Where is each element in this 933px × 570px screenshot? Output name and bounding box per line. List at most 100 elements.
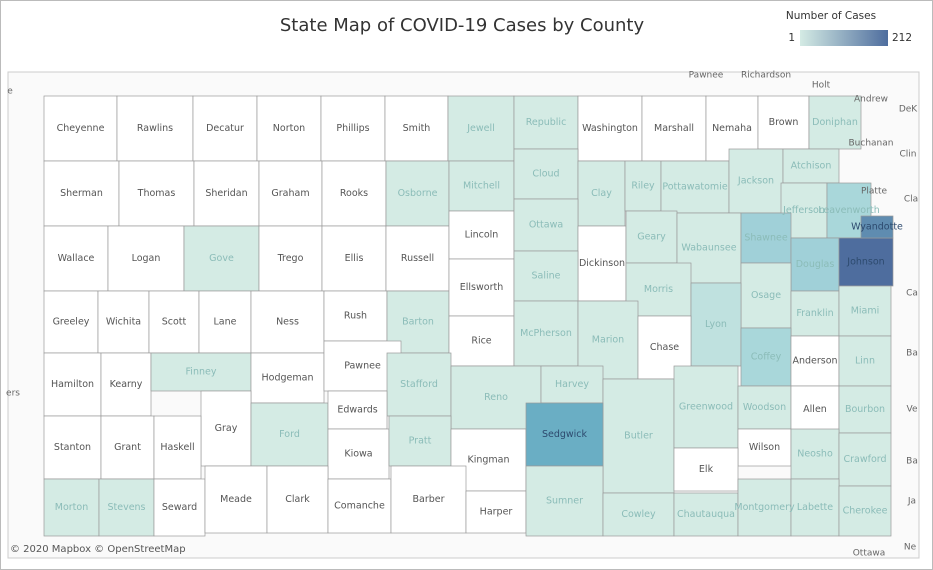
county-label: Russell: [401, 253, 434, 264]
county-label: Cheyenne: [57, 123, 105, 134]
county: [577, 95, 643, 162]
map-title: State Map of COVID-19 Cases by County: [280, 15, 645, 36]
county-label: Riley: [631, 181, 655, 192]
county: [673, 447, 739, 492]
county: [107, 225, 185, 292]
neighbor-label: Ba: [906, 457, 918, 467]
county-label: Jackson: [737, 176, 774, 187]
county-label: Scott: [162, 317, 187, 328]
county-label: Chautauqua: [677, 509, 735, 520]
county: [513, 198, 579, 252]
county: [540, 365, 604, 404]
county-label: Wabaunsee: [681, 243, 736, 254]
county-label: Rush: [344, 311, 367, 322]
county: [513, 300, 579, 367]
county-label: Leavenworth: [818, 205, 880, 216]
county: [673, 365, 739, 449]
neighbor-label: Ne: [904, 543, 917, 553]
county: [838, 285, 892, 337]
legend-gradient: [800, 30, 888, 46]
county-label: Ford: [279, 429, 300, 440]
county-label: Republic: [526, 117, 567, 128]
legend-title: Number of Cases: [786, 10, 876, 22]
county-label: Allen: [803, 404, 827, 415]
county-label: Anderson: [792, 356, 837, 367]
county-label: Douglas: [796, 259, 835, 270]
neighbor-label: Ja: [907, 497, 916, 507]
county-label: Hamilton: [51, 379, 94, 390]
county: [625, 210, 678, 264]
county: [192, 95, 258, 162]
county: [385, 225, 450, 292]
county: [198, 290, 252, 354]
county: [447, 95, 515, 162]
county: [838, 485, 892, 537]
county-label: Labette: [797, 502, 833, 513]
neighbor-label: Holt: [812, 81, 831, 91]
county-label: Trego: [277, 253, 304, 264]
county-label: Greenwood: [679, 402, 733, 413]
county-label: Pawnee: [344, 361, 381, 372]
county-label: Rawlins: [137, 123, 173, 134]
county: [740, 327, 792, 387]
county-label: Harvey: [555, 379, 589, 390]
county-label: Graham: [271, 188, 309, 199]
county-label: McPherson: [520, 328, 572, 339]
county-label: Franklin: [796, 308, 833, 319]
county-label: Finney: [186, 367, 217, 378]
neighbor-label: Ottawa: [853, 549, 886, 559]
county: [525, 465, 604, 537]
county: [790, 385, 840, 434]
county: [448, 210, 515, 260]
county: [740, 262, 792, 329]
county-label: Rooks: [340, 188, 368, 199]
county: [577, 160, 626, 227]
county: [513, 148, 579, 200]
county-label: Crawford: [843, 454, 886, 465]
county: [860, 215, 894, 239]
county-label: Jefferson: [782, 205, 825, 216]
county-label: Phillips: [336, 123, 369, 134]
county-label: Lane: [214, 317, 237, 328]
county-label: Cowley: [621, 509, 656, 520]
county-label: Kearny: [110, 379, 143, 390]
county: [808, 95, 862, 150]
county-label: Norton: [273, 123, 305, 134]
county-label: Elk: [699, 464, 714, 475]
county-label: Reno: [484, 392, 508, 403]
county: [790, 478, 840, 537]
county-label: Stanton: [54, 442, 91, 453]
county: [390, 465, 467, 534]
neighbor-label: DeK: [899, 105, 918, 115]
county-label: Marshall: [654, 123, 694, 134]
county-label: Butler: [624, 431, 653, 442]
county-label: Sedgwick: [542, 429, 588, 440]
county-label: Ellis: [345, 253, 364, 264]
county: [737, 478, 792, 537]
neighbor-label: Buchanan: [849, 139, 894, 149]
county: [193, 160, 260, 227]
county-label: Comanche: [334, 501, 385, 512]
county-label: Montgomery: [734, 502, 795, 513]
county: [97, 290, 150, 354]
county-label: Pottawatomie: [662, 182, 727, 193]
county: [43, 352, 102, 417]
county-label: Saline: [532, 271, 561, 282]
county-label: Sumner: [546, 496, 583, 507]
county: [386, 352, 452, 417]
county: [258, 160, 323, 227]
county-label: Lyon: [705, 319, 727, 330]
county-label: Osage: [751, 290, 781, 301]
county-label: Haskell: [160, 442, 194, 453]
county-label: Sheridan: [205, 188, 247, 199]
neighbor-label: Ba: [906, 349, 918, 359]
county: [148, 290, 200, 354]
county-label: Brown: [769, 117, 799, 128]
neighbor-label: Richardson: [741, 71, 791, 81]
county-label: Linn: [855, 356, 875, 367]
county-label: Ness: [276, 317, 299, 328]
county: [98, 478, 155, 537]
county-label: Cherokee: [843, 506, 888, 517]
